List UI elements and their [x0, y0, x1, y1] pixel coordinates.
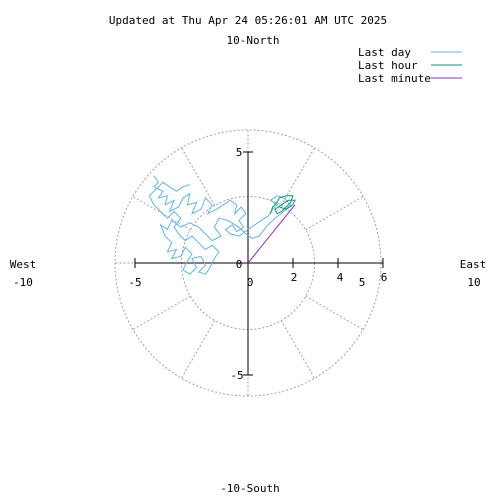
series-last-day-trace: [148, 175, 292, 275]
grid-spoke-210: [132, 295, 191, 330]
tick-label-x-2: 2: [291, 271, 298, 284]
series-last-minute-trace: [247, 204, 296, 264]
west-label: West: [10, 258, 37, 271]
tick-label-x-6: 6: [381, 271, 388, 284]
tick-label-y-5: 5: [236, 146, 243, 159]
east-label: East: [460, 258, 487, 271]
grid-spoke-240: [181, 320, 216, 379]
legend-label-last-minute: Last minute: [358, 72, 431, 85]
tick-label-x-minus5: -5: [128, 276, 141, 289]
legend: Last day Last hour Last minute: [358, 46, 462, 85]
grid-spoke-330: [305, 295, 364, 330]
legend-label-last-hour: Last hour: [358, 59, 418, 72]
tick-label-x-4: 4: [337, 271, 344, 284]
south-label: -10-South: [220, 482, 280, 495]
chart-title: Updated at Thu Apr 24 05:26:01 AM UTC 20…: [109, 14, 387, 27]
grid-spoke-300: [280, 320, 315, 379]
west-value: -10: [13, 276, 33, 289]
tick-label-origin: 0: [236, 258, 243, 271]
grid-spoke-60: [280, 147, 315, 206]
axes: [134, 151, 384, 376]
data-series: [148, 175, 296, 275]
tick-label-y-minus5: -5: [230, 369, 243, 382]
series-last-hour-trace: [269, 195, 296, 215]
grid-spoke-120: [181, 147, 216, 206]
direction-labels: 10-North -10-South West -10 East 10: [10, 34, 487, 495]
tick-label-x-5: 5: [359, 276, 366, 289]
legend-label-last-day: Last day: [358, 46, 411, 59]
east-value: 10: [467, 276, 480, 289]
north-label: 10-North: [227, 34, 280, 47]
grid-spoke-30: [305, 196, 364, 231]
tick-label-extra-0: 0: [247, 276, 254, 289]
tick-labels: -5 0 2 4 5 6 5 -5 0: [128, 146, 387, 382]
